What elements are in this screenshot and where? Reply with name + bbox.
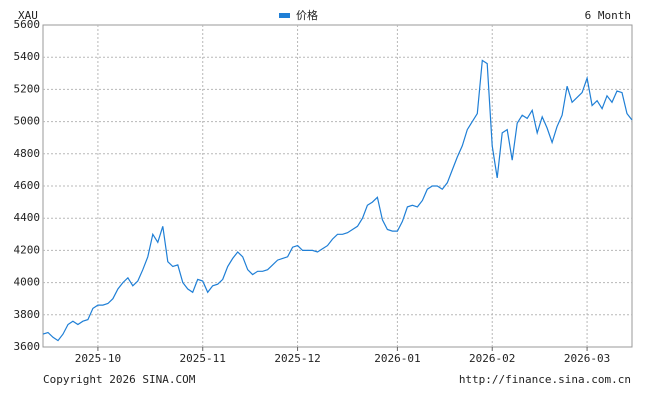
legend-label: 价格	[296, 8, 318, 22]
y-tick-label: 4400	[14, 211, 41, 224]
y-tick-label: 3600	[14, 340, 41, 353]
source-url: http://finance.sina.com.cn	[459, 373, 631, 386]
price-line	[42, 59, 633, 342]
x-tick-label: 2026-01	[374, 352, 420, 365]
x-tick-label: 2025-12	[274, 352, 320, 365]
y-tick-label: 4200	[14, 243, 41, 256]
y-tick-label: 3800	[14, 308, 41, 321]
legend-swatch	[279, 13, 290, 18]
y-tick-label: 5400	[14, 50, 41, 63]
x-tick-label: 2025-11	[180, 352, 226, 365]
chart-title: XAU	[18, 9, 38, 22]
y-tick-label: 5000	[14, 115, 41, 128]
x-tick-label: 2025-10	[75, 352, 121, 365]
y-tick-label: 5200	[14, 82, 41, 95]
x-tick-label: 2026-03	[564, 352, 610, 365]
y-tick-label: 4600	[14, 179, 41, 192]
y-tick-label: 4800	[14, 147, 41, 160]
copyright: Copyright 2026 SINA.COM	[43, 373, 196, 386]
y-tick-label: 5600	[14, 18, 41, 31]
x-tick-label: 2026-02	[469, 352, 515, 365]
y-tick-label: 4000	[14, 276, 41, 289]
period-label: 6 Month	[585, 9, 631, 22]
